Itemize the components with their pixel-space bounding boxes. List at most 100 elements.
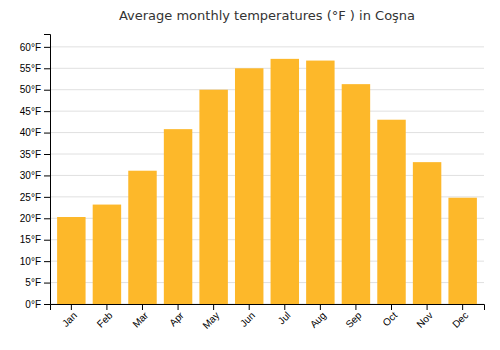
tick-mark (106, 304, 107, 310)
bar (93, 205, 121, 304)
tick: 25°F (20, 192, 50, 203)
tick-label: Dec (450, 310, 470, 330)
tick-label: 60°F (20, 42, 41, 53)
tick: 45°F (20, 106, 50, 117)
tick-mark (462, 304, 463, 310)
tick-mark (44, 304, 50, 305)
bar (271, 59, 299, 304)
tick-label: Aug (308, 310, 328, 330)
tick: 60°F (20, 42, 50, 53)
tick-label: 45°F (20, 106, 41, 117)
bar (235, 68, 263, 304)
tick-label: Jul (276, 310, 293, 327)
grid-line (50, 89, 484, 90)
tick-label: Jun (238, 310, 257, 329)
tick: 50°F (20, 84, 50, 95)
bar (57, 217, 85, 304)
tick: 20°F (20, 213, 50, 224)
tick: 40°F (20, 127, 50, 138)
tick-mark (44, 175, 50, 176)
tick-label: 25°F (20, 192, 41, 203)
tick-label: 15°F (20, 234, 41, 245)
grid-line (50, 68, 484, 69)
tick: Jul (276, 304, 293, 326)
axis-line (44, 35, 51, 305)
grid-line (50, 111, 484, 112)
tick-label: Feb (95, 309, 115, 329)
tick-label: 50°F (20, 84, 41, 95)
tick-label: 0°F (25, 299, 41, 310)
tick-mark (44, 133, 50, 134)
bar (448, 198, 476, 304)
y-axis: 0°F 5°F 10°F 15°F 20°F 25°F 30°F 35°F 40°F 45°F 50… (20, 35, 51, 310)
tick-label: 5°F (25, 277, 41, 288)
grid-line (50, 46, 484, 47)
chart: 0°F 5°F 10°F 15°F 20°F 25°F 30°F 35°F 40°F 45°F 50… (0, 0, 500, 350)
tick-mark (44, 197, 50, 198)
tick-label: Nov (414, 310, 434, 330)
tick: May (200, 304, 221, 331)
tick-mark (249, 304, 250, 310)
tick: Oct (381, 304, 400, 328)
tick: Aug (308, 304, 328, 330)
tick-mark (213, 304, 214, 310)
tick-mark (44, 90, 50, 91)
axis-line (51, 305, 485, 311)
tick: 30°F (20, 170, 50, 181)
tick-mark (44, 283, 50, 284)
tick-mark (44, 240, 50, 241)
tick: 0°F (25, 299, 50, 310)
bar (342, 84, 370, 304)
tick-label: 20°F (20, 213, 41, 224)
tick: 15°F (20, 234, 50, 245)
tick-mark (178, 304, 179, 310)
tick-mark (142, 304, 143, 310)
grid (50, 47, 484, 304)
bar (164, 129, 192, 304)
tick: Apr (167, 304, 186, 328)
bar (128, 171, 156, 304)
tick-mark (71, 304, 72, 310)
tick-mark (44, 261, 50, 262)
tick-mark (44, 47, 50, 48)
grid-line (50, 154, 484, 155)
tick-label: Sep (343, 309, 364, 330)
tick-label: 40°F (20, 127, 41, 138)
tick: Jun (238, 304, 257, 329)
tick-label: 35°F (20, 149, 41, 160)
tick: Sep (343, 304, 364, 330)
tick-mark (44, 154, 50, 155)
tick: 5°F (25, 277, 50, 288)
tick-label: Jan (60, 310, 79, 329)
tick-mark (320, 304, 321, 310)
tick: 35°F (20, 149, 50, 160)
bar (377, 120, 405, 304)
tick-label: 55°F (20, 63, 41, 74)
tick: 55°F (20, 63, 50, 74)
x-axis: Jan Feb Mar Apr May Jun Jul Aug Sep Oct Nov Dec (51, 304, 485, 331)
tick-mark (44, 218, 50, 219)
tick: Nov (414, 304, 434, 330)
title: Average monthly temperatures (°F ) in Co… (119, 8, 415, 23)
tick-label: Oct (381, 310, 400, 329)
tick: Dec (450, 304, 470, 330)
tick-mark (44, 111, 50, 112)
bar (199, 90, 227, 304)
tick-label: 10°F (20, 256, 41, 267)
tick: Mar (130, 304, 150, 330)
tick-label: 30°F (20, 170, 41, 181)
tick: Jan (60, 304, 79, 329)
tick-label: Mar (130, 309, 150, 329)
tick: 10°F (20, 256, 50, 267)
tick-label: May (200, 310, 221, 331)
tick-mark (284, 304, 285, 310)
tick: Feb (95, 304, 115, 330)
tick-label: Apr (167, 309, 186, 328)
bar (413, 162, 441, 304)
bars (57, 59, 477, 304)
tick-mark (427, 304, 428, 310)
tick-mark (44, 68, 50, 69)
tick-mark (355, 304, 356, 310)
tick-mark (391, 304, 392, 310)
plot: 0°F 5°F 10°F 15°F 20°F 25°F 30°F 35°F 40°F 45°F 50… (20, 35, 485, 331)
